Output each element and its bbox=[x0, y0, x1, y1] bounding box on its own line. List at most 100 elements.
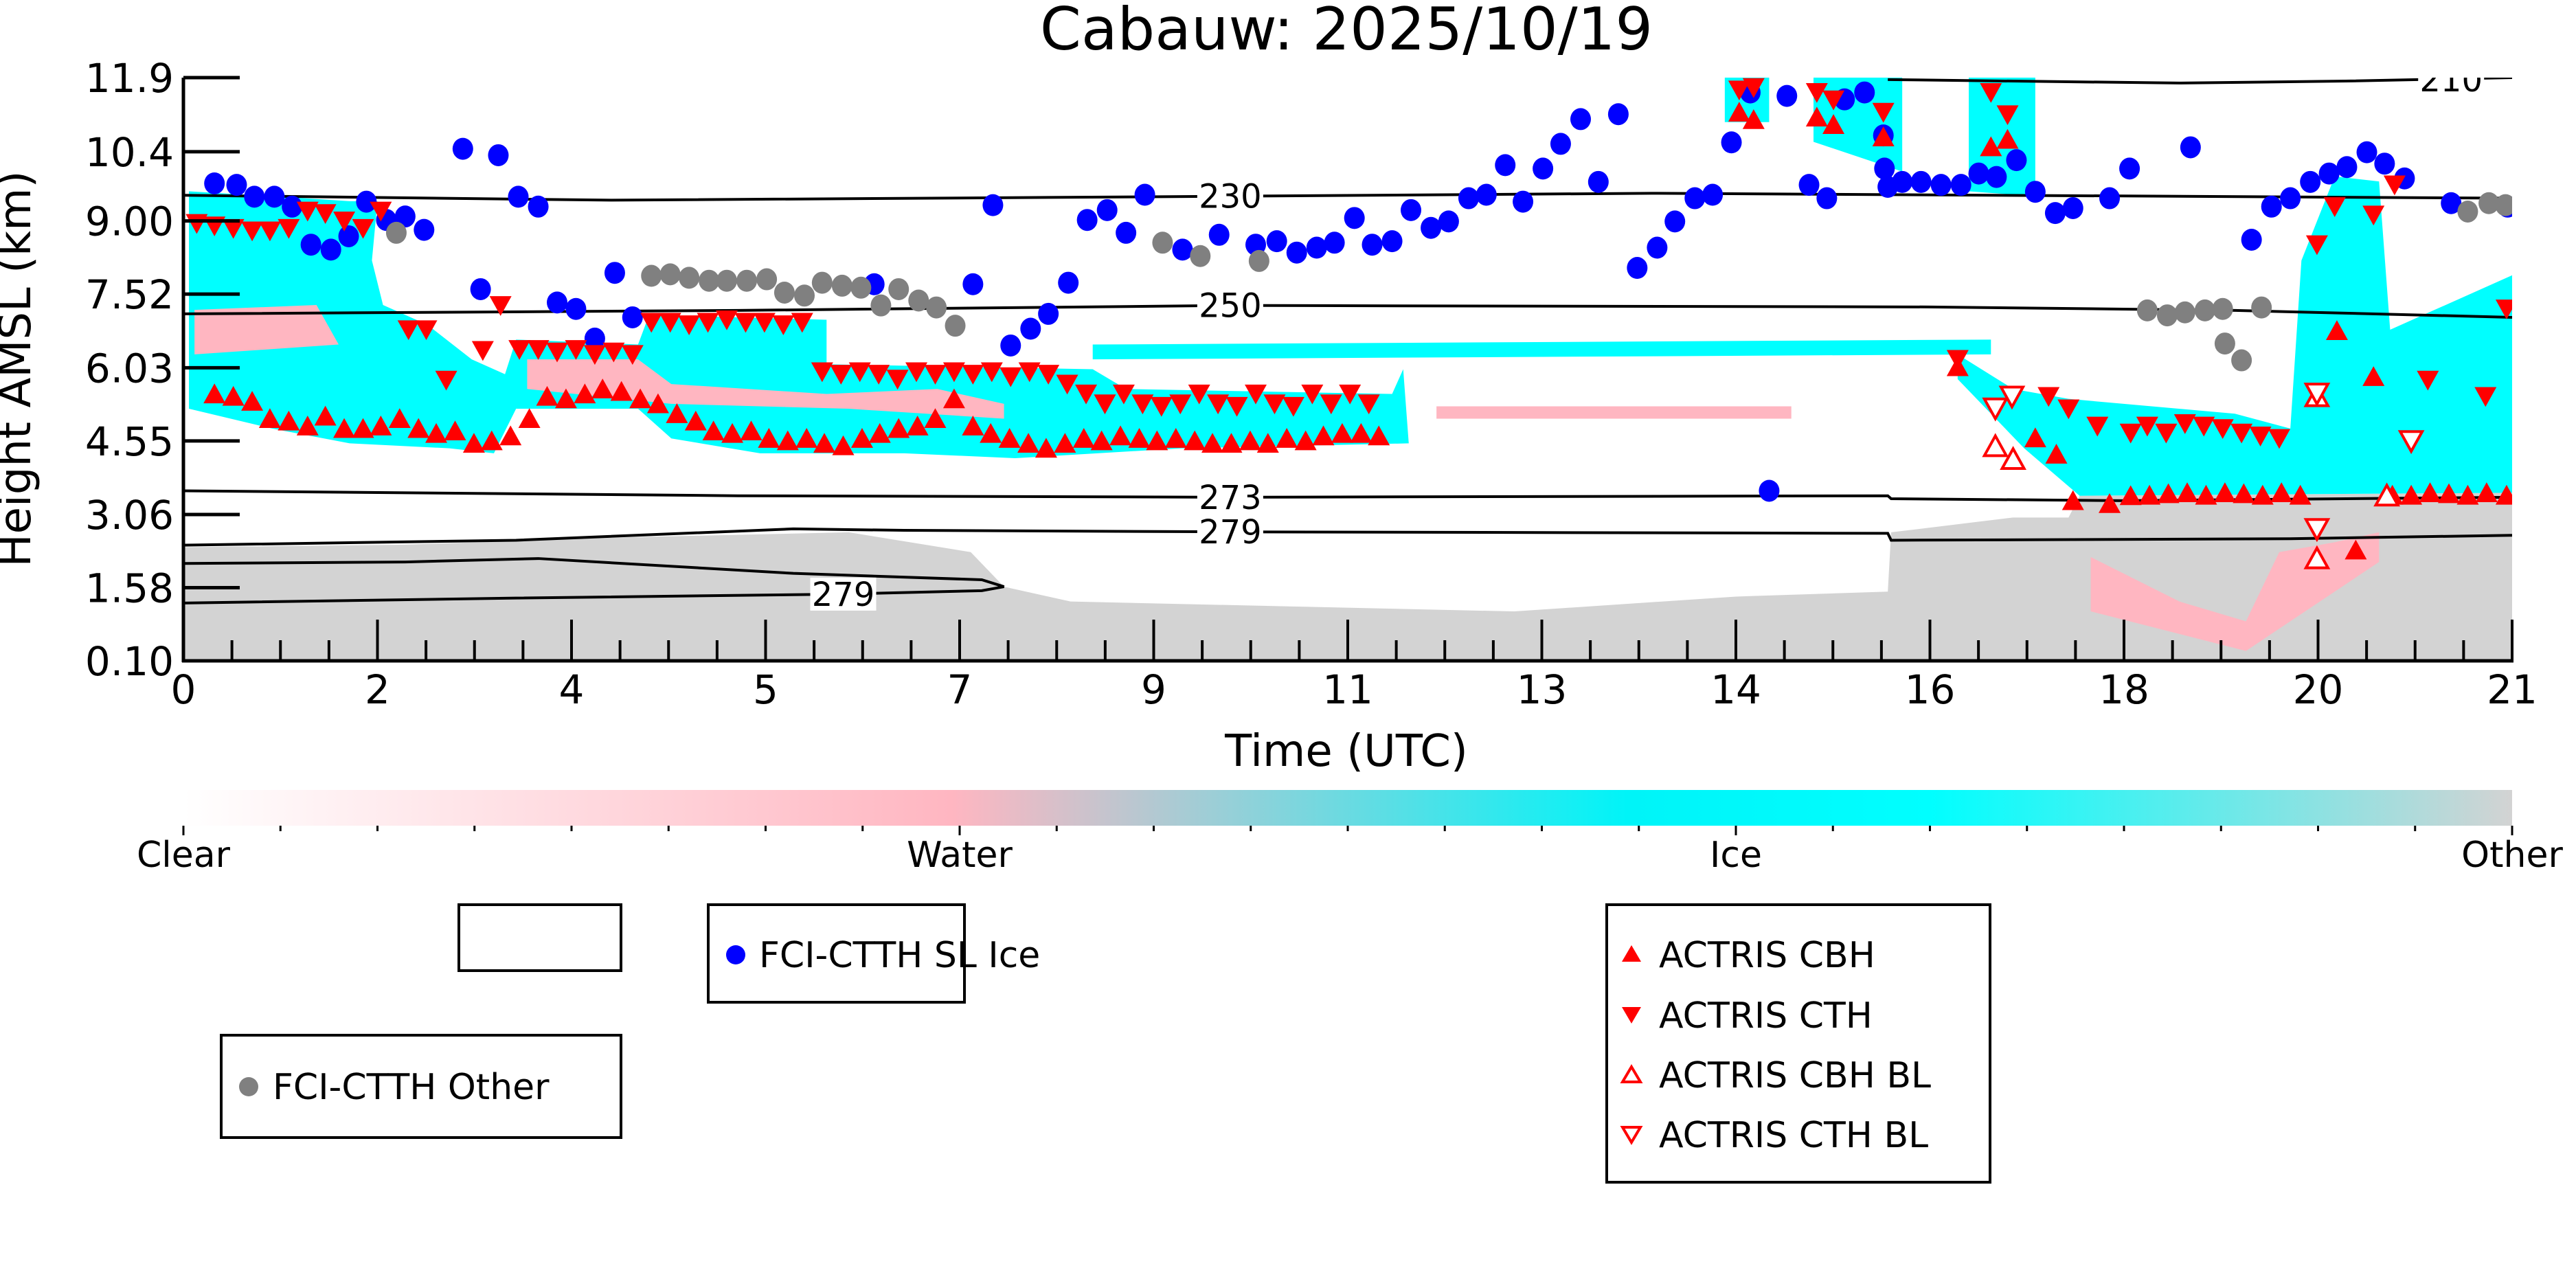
point-actris-cbh bbox=[554, 388, 577, 409]
x-tick-label: 13 bbox=[1517, 666, 1568, 713]
point-actris-cth bbox=[2211, 419, 2234, 440]
point-fci-ctth-other bbox=[2231, 349, 2252, 372]
point-fci-ctth-sl-ice bbox=[2180, 136, 2201, 159]
point-fci-ctth-sl-ice bbox=[1759, 479, 1780, 502]
point-actris-cth bbox=[942, 362, 965, 383]
point-actris-cbh bbox=[333, 418, 356, 438]
point-actris-cth bbox=[848, 362, 871, 383]
contour-label-bg bbox=[1197, 515, 1263, 549]
point-fci-ctth-sl-ice bbox=[1647, 236, 1668, 259]
point-actris-cth bbox=[697, 313, 719, 333]
point-fci-ctth-sl-ice bbox=[1000, 334, 1021, 357]
point-fci-ctth-sl-ice bbox=[1930, 174, 1952, 196]
point-actris-cth bbox=[471, 341, 494, 361]
point-fci-ctth-sl-ice bbox=[1208, 223, 1230, 246]
point-fci-ctth-sl-ice bbox=[1702, 183, 1724, 206]
x-tick-label: 2 bbox=[365, 666, 390, 713]
point-actris-cbh bbox=[2495, 484, 2512, 505]
point-actris-cbh bbox=[998, 428, 1021, 448]
point-actris-cth bbox=[1996, 105, 2019, 126]
point-fci-ctth-sl-ice bbox=[2318, 162, 2340, 185]
legend-empty bbox=[457, 903, 622, 972]
legend-gray-dot-icon bbox=[239, 1077, 258, 1096]
point-actris-cth bbox=[1822, 90, 1845, 111]
point-actris-cth bbox=[2193, 416, 2215, 437]
point-actris-cth-bl bbox=[2303, 383, 2331, 407]
point-fci-ctth-sl-ice bbox=[1874, 157, 1895, 180]
point-fci-ctth-sl-ice bbox=[2006, 149, 2027, 172]
point-fci-ctth-sl-ice bbox=[1266, 230, 1287, 253]
legend-sl-ice: FCI-CTTH SL Ice bbox=[707, 903, 1040, 1004]
point-actris-cbh bbox=[1331, 422, 1353, 443]
point-fci-ctth-sl-ice bbox=[1684, 187, 1706, 210]
point-fci-ctth-sl-ice bbox=[226, 174, 247, 196]
point-actris-cth bbox=[527, 340, 550, 360]
point-fci-ctth-other bbox=[908, 289, 929, 312]
point-actris-cbh-bl bbox=[2373, 482, 2400, 507]
point-actris-cbh bbox=[518, 408, 541, 429]
point-actris-cth bbox=[508, 340, 531, 360]
point-actris-cbh bbox=[1256, 433, 1279, 453]
point-actris-cbh bbox=[480, 430, 503, 451]
point-fci-ctth-other bbox=[2156, 304, 2178, 327]
legend-other-label: FCI-CTTH Other bbox=[273, 1067, 550, 1108]
point-actris-cth bbox=[1245, 384, 1267, 405]
point-actris-cth bbox=[659, 313, 681, 333]
point-actris-cbh bbox=[536, 385, 558, 406]
point-actris-cth bbox=[1094, 394, 1116, 415]
point-actris-cbh bbox=[2213, 482, 2236, 502]
point-fci-ctth-sl-ice bbox=[356, 190, 377, 213]
x-tick-label: 5 bbox=[753, 666, 778, 713]
point-actris-cbh bbox=[352, 418, 374, 438]
point-fci-ctth-sl-ice bbox=[1588, 170, 1609, 193]
point-fci-ctth-other bbox=[1152, 231, 1173, 254]
colorbar-label-clear: Clear bbox=[137, 835, 231, 876]
point-fci-ctth-sl-ice bbox=[1986, 166, 2007, 188]
point-fci-ctth-sl-ice bbox=[1096, 199, 1118, 221]
point-fci-ctth-sl-ice bbox=[1776, 84, 1798, 107]
point-fci-ctth-other bbox=[888, 278, 909, 300]
point-actris-cbh bbox=[721, 422, 744, 443]
point-actris-cbh bbox=[1996, 128, 2019, 149]
point-actris-cbh bbox=[1728, 102, 1750, 122]
point-actris-cbh bbox=[906, 416, 929, 436]
point-fci-ctth-sl-ice bbox=[1495, 154, 1516, 177]
point-actris-cbh bbox=[666, 403, 688, 423]
point-fci-ctth-other bbox=[699, 269, 720, 292]
point-actris-cbh bbox=[2475, 482, 2498, 502]
point-fci-ctth-sl-ice bbox=[2119, 157, 2140, 180]
point-fci-ctth-sl-ice bbox=[1401, 199, 1422, 221]
point-fci-ctth-sl-ice bbox=[320, 238, 341, 261]
point-actris-cth bbox=[2057, 399, 2080, 420]
point-fci-ctth-sl-ice bbox=[1721, 131, 1742, 154]
point-fci-ctth-sl-ice bbox=[584, 327, 605, 350]
point-actris-cth bbox=[791, 313, 813, 333]
contour-label-bg bbox=[810, 577, 877, 611]
cloud-mask-other bbox=[183, 493, 2512, 661]
point-fci-ctth-sl-ice bbox=[1116, 221, 1137, 244]
contour-label-bg bbox=[1197, 289, 1263, 322]
point-actris-cbh bbox=[1146, 430, 1168, 451]
colorbar bbox=[183, 790, 2512, 826]
point-actris-cth bbox=[1872, 102, 1895, 123]
point-fci-ctth-sl-ice bbox=[414, 218, 435, 241]
point-actris-cbh bbox=[462, 433, 485, 453]
point-actris-cth bbox=[1112, 384, 1135, 405]
point-actris-cbh bbox=[574, 383, 596, 404]
point-actris-cbh bbox=[1742, 109, 1765, 129]
point-actris-cbh bbox=[2325, 320, 2348, 340]
x-axis-label: Time (UTC) bbox=[1224, 726, 1468, 777]
point-actris-cbh bbox=[258, 408, 281, 429]
point-actris-cbh bbox=[924, 408, 947, 429]
point-actris-cbh bbox=[1201, 433, 1224, 453]
point-actris-cbh bbox=[2119, 485, 2142, 506]
legend-other: FCI-CTTH Other bbox=[220, 1034, 622, 1139]
point-actris-cth bbox=[716, 310, 738, 330]
contour-label-bg bbox=[1197, 480, 1263, 514]
point-actris-cth bbox=[2119, 423, 2142, 444]
point-fci-ctth-other bbox=[679, 267, 700, 289]
colorbar-label-other: Other bbox=[2461, 835, 2563, 876]
point-actris-cth bbox=[1320, 394, 1342, 415]
point-actris-cbh bbox=[2061, 490, 2084, 510]
point-actris-cbh bbox=[1164, 428, 1187, 448]
